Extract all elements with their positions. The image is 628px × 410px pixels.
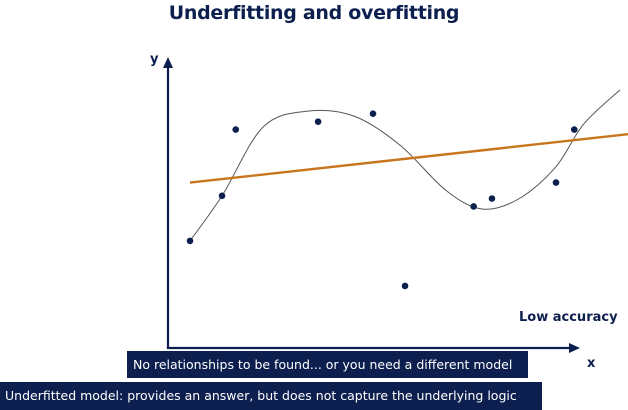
x-axis-label: x	[587, 356, 596, 371]
data-point	[470, 203, 477, 210]
linear-fit-line	[189, 133, 628, 184]
overfit-curve	[189, 89, 621, 242]
caption-banner-2: Underfitted model: provides an answer, b…	[0, 382, 542, 410]
data-point	[401, 282, 409, 290]
linear-fit-layer	[189, 133, 628, 184]
data-point	[232, 126, 240, 133]
accuracy-label: Low accuracy	[519, 310, 618, 325]
overfit-curve-layer	[189, 89, 621, 242]
data-point	[186, 237, 194, 245]
y-axis-label: y	[150, 52, 159, 67]
axes	[163, 57, 580, 353]
data-point	[314, 118, 322, 125]
data-point	[369, 110, 377, 117]
data-point	[571, 126, 578, 133]
caption-banner-1: No relationships to be found... or you n…	[127, 351, 528, 378]
data-point	[218, 192, 226, 200]
chart-title: Underfitting and overfitting	[168, 2, 460, 24]
y-axis-arrow	[163, 57, 173, 68]
x-axis-arrow	[569, 343, 580, 353]
data-point	[552, 179, 560, 186]
data-point	[488, 195, 496, 202]
data-points	[186, 110, 578, 290]
